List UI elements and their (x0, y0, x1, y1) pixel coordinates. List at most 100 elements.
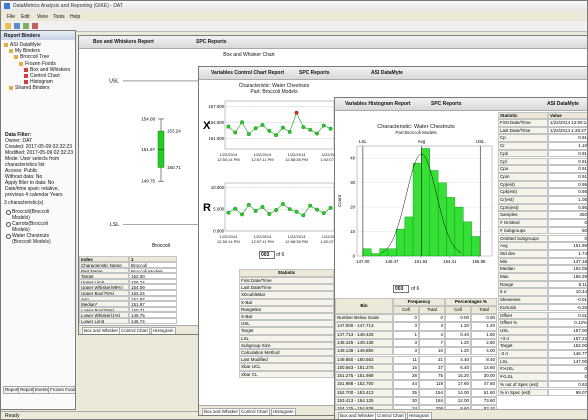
table-cell: 0 (548, 365, 587, 374)
table-cell: 146.74 (129, 318, 177, 324)
tab[interactable]: SPC Reports (299, 70, 330, 76)
tree-item[interactable]: Shared Binders (15, 85, 50, 92)
tool-icon[interactable] (14, 23, 20, 29)
table-cell: Cr (498, 142, 548, 150)
tree-icon (24, 67, 28, 72)
tree-item[interactable]: Box and Whiskers (30, 66, 71, 73)
table-cell: 1.10 (548, 142, 587, 150)
point (260, 205, 265, 209)
marker-label: LSL (359, 139, 368, 144)
panel-tab[interactable]: Frozen Foods (48, 386, 75, 394)
point (240, 120, 244, 125)
chart-title: Characteristic: Water Chestnuts (238, 83, 310, 89)
tab[interactable]: Box and Whisker (202, 408, 241, 415)
table-cell: Cpk (498, 149, 548, 158)
table-cell: Avg (79, 295, 129, 302)
tree-item[interactable]: Broccoli Tree (20, 54, 50, 61)
table-cell: -0.01 (548, 296, 587, 304)
table-cell: 157.00 (548, 326, 587, 335)
table-cell: +3 σ (498, 334, 548, 343)
menu-item[interactable]: View (37, 14, 48, 20)
table-cell: 153.413 - 154.125 (335, 397, 393, 406)
characteristic[interactable]: Models) (12, 227, 30, 233)
tool-icon[interactable] (5, 23, 11, 29)
table-cell: Lower Box(25%) (79, 306, 129, 313)
table-cell: 4.00 (471, 347, 497, 356)
tree-item[interactable]: ASI DataMyte (10, 42, 41, 48)
menu-item[interactable]: File (7, 14, 16, 20)
table-cell: 0.95 (548, 188, 587, 196)
table-cell: Cpl (498, 157, 548, 166)
tab[interactable]: Control Chart (119, 327, 150, 334)
bar (404, 216, 414, 257)
filter-line: Owner: DAT (5, 138, 33, 144)
menu-item[interactable]: Help (70, 14, 81, 20)
menu-item[interactable]: Tools (53, 14, 65, 20)
table-cell: Min (498, 257, 548, 266)
table-cell: 157.22 (548, 334, 587, 343)
tab[interactable]: ASI DataMyte (371, 70, 403, 76)
tab[interactable]: Histogram (407, 412, 432, 419)
title-bar (1, 1, 587, 11)
table-cell: Upper Box(75%) (79, 290, 129, 296)
point (246, 202, 251, 207)
table-cell: 1 (393, 330, 419, 339)
y-tick-label: 30 (350, 180, 355, 185)
characteristic[interactable]: (Broccoli Models) (12, 239, 51, 245)
tab[interactable]: Histogram (271, 408, 296, 415)
table-cell: Cpk(est) (498, 188, 548, 196)
tree-item[interactable]: Control Chart (30, 73, 60, 79)
table-cell: 152.700 - 153.413 (335, 388, 393, 397)
menu-item[interactable]: Edit (21, 14, 30, 20)
table-cell: 1/22/2014 12:50:14 PM (548, 119, 588, 127)
tab[interactable]: Control Chart (239, 408, 270, 415)
characteristic[interactable]: Carrots(Broccoli (12, 221, 48, 227)
table-cell: LSL (498, 357, 548, 366)
y-tick-label: 10.000 (211, 185, 225, 190)
tree-item[interactable]: My Binders (15, 48, 41, 55)
table-cell: Cpm (498, 172, 548, 181)
table-cell: 47.60 (471, 380, 497, 389)
y-tick-label: 0.000 (213, 229, 224, 234)
x-tick-label: 156.88 (472, 259, 486, 264)
table-cell: 150.71 (129, 306, 177, 313)
table-cell: Percentages % (445, 298, 497, 306)
tab[interactable]: Box and Whisker (338, 412, 377, 419)
tree-icon (9, 86, 13, 91)
radio (6, 222, 11, 227)
table-cell: 0.91 (548, 172, 587, 181)
tab[interactable]: Box and Whiskers Report (93, 39, 154, 45)
chart-subtitle: Part: Broccoli Models (250, 89, 298, 95)
characteristic[interactable]: Models) (12, 215, 30, 221)
table-cell: 1.20 (445, 322, 471, 331)
table-cell: First Date/Time (498, 119, 548, 127)
table-cell: Cr(est) (498, 196, 548, 204)
table-cell: Statistic (239, 269, 334, 277)
tab[interactable]: Box and Whisker (82, 327, 121, 334)
table-cell: 151.99 (548, 242, 587, 250)
table-cell: Last Date/Time (239, 284, 334, 292)
table-cell: Last Date/Time (498, 126, 548, 135)
tab[interactable]: Histogram (151, 327, 176, 334)
tree-item[interactable]: Histogram (30, 79, 53, 86)
tab[interactable]: SPC Reports (196, 39, 227, 45)
table-cell: Kurtosis (498, 303, 548, 312)
tab[interactable]: Variables Control Chart Report (211, 70, 285, 76)
tab[interactable]: ASI DataMyte (547, 101, 579, 107)
tree-item[interactable]: Frozen Foods (25, 60, 56, 67)
characteristic[interactable]: Broccoli(Broccoli (12, 209, 50, 215)
table-cell: 15.20 (445, 372, 471, 381)
pager-total: of 6 (411, 286, 420, 292)
table-cell: -3 σ (498, 350, 548, 358)
tab[interactable]: Control Chart (375, 412, 406, 419)
tab[interactable]: SPC Reports (431, 101, 462, 107)
table-cell: 0 (548, 373, 587, 381)
characteristic[interactable]: Water Chestnuts (12, 233, 50, 239)
tab[interactable]: Variables Histogram Report (345, 101, 411, 107)
table-cell: 1.20 (445, 338, 471, 348)
tool-icon[interactable] (32, 23, 38, 29)
plot-area (224, 100, 335, 150)
filter-line: Created: 2017-05-09 02:32:23 (5, 144, 72, 150)
tool-icon[interactable] (23, 23, 29, 29)
table-cell: Skewness (498, 296, 548, 304)
